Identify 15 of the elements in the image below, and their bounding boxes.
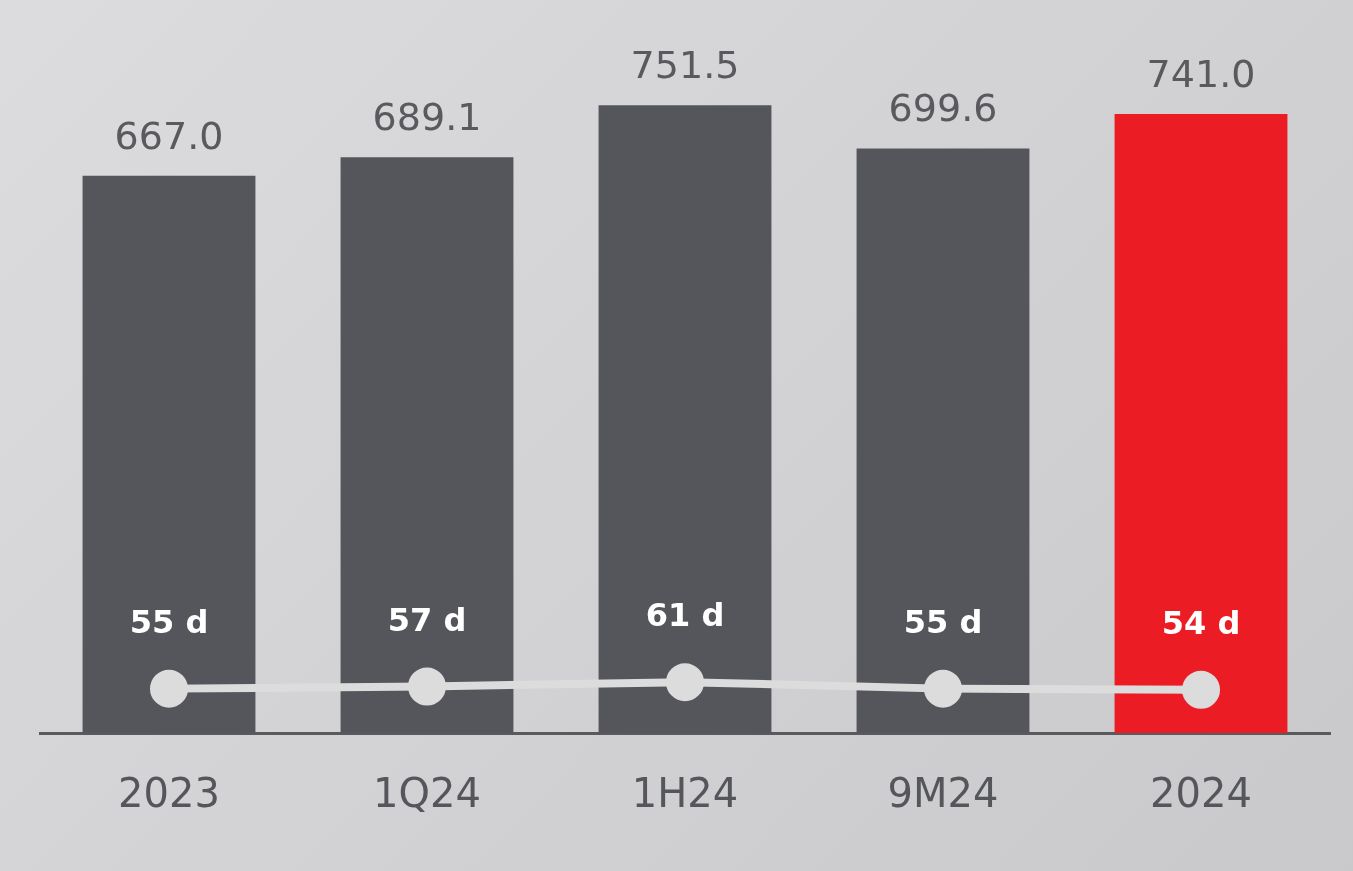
data-label: 57 d: [387, 600, 467, 639]
data-label: 55 d: [129, 602, 209, 641]
x-tick-label: 1H24: [631, 770, 739, 817]
x-tick-label: 2024: [1150, 770, 1252, 817]
x-tick-label: 1Q24: [373, 770, 481, 817]
data-label: 61 d: [645, 596, 725, 635]
data-label: 741.0: [1146, 51, 1256, 96]
data-label: 689.1: [372, 95, 482, 140]
data-label: 699.6: [888, 86, 998, 131]
data-label: 667.0: [114, 113, 224, 158]
data-label: 54 d: [1161, 604, 1241, 643]
data-label: 751.5: [630, 43, 740, 88]
x-tick-label: 2023: [118, 770, 220, 817]
data-label: 55 d: [903, 602, 983, 641]
x-tick-label: 9M24: [887, 770, 999, 817]
